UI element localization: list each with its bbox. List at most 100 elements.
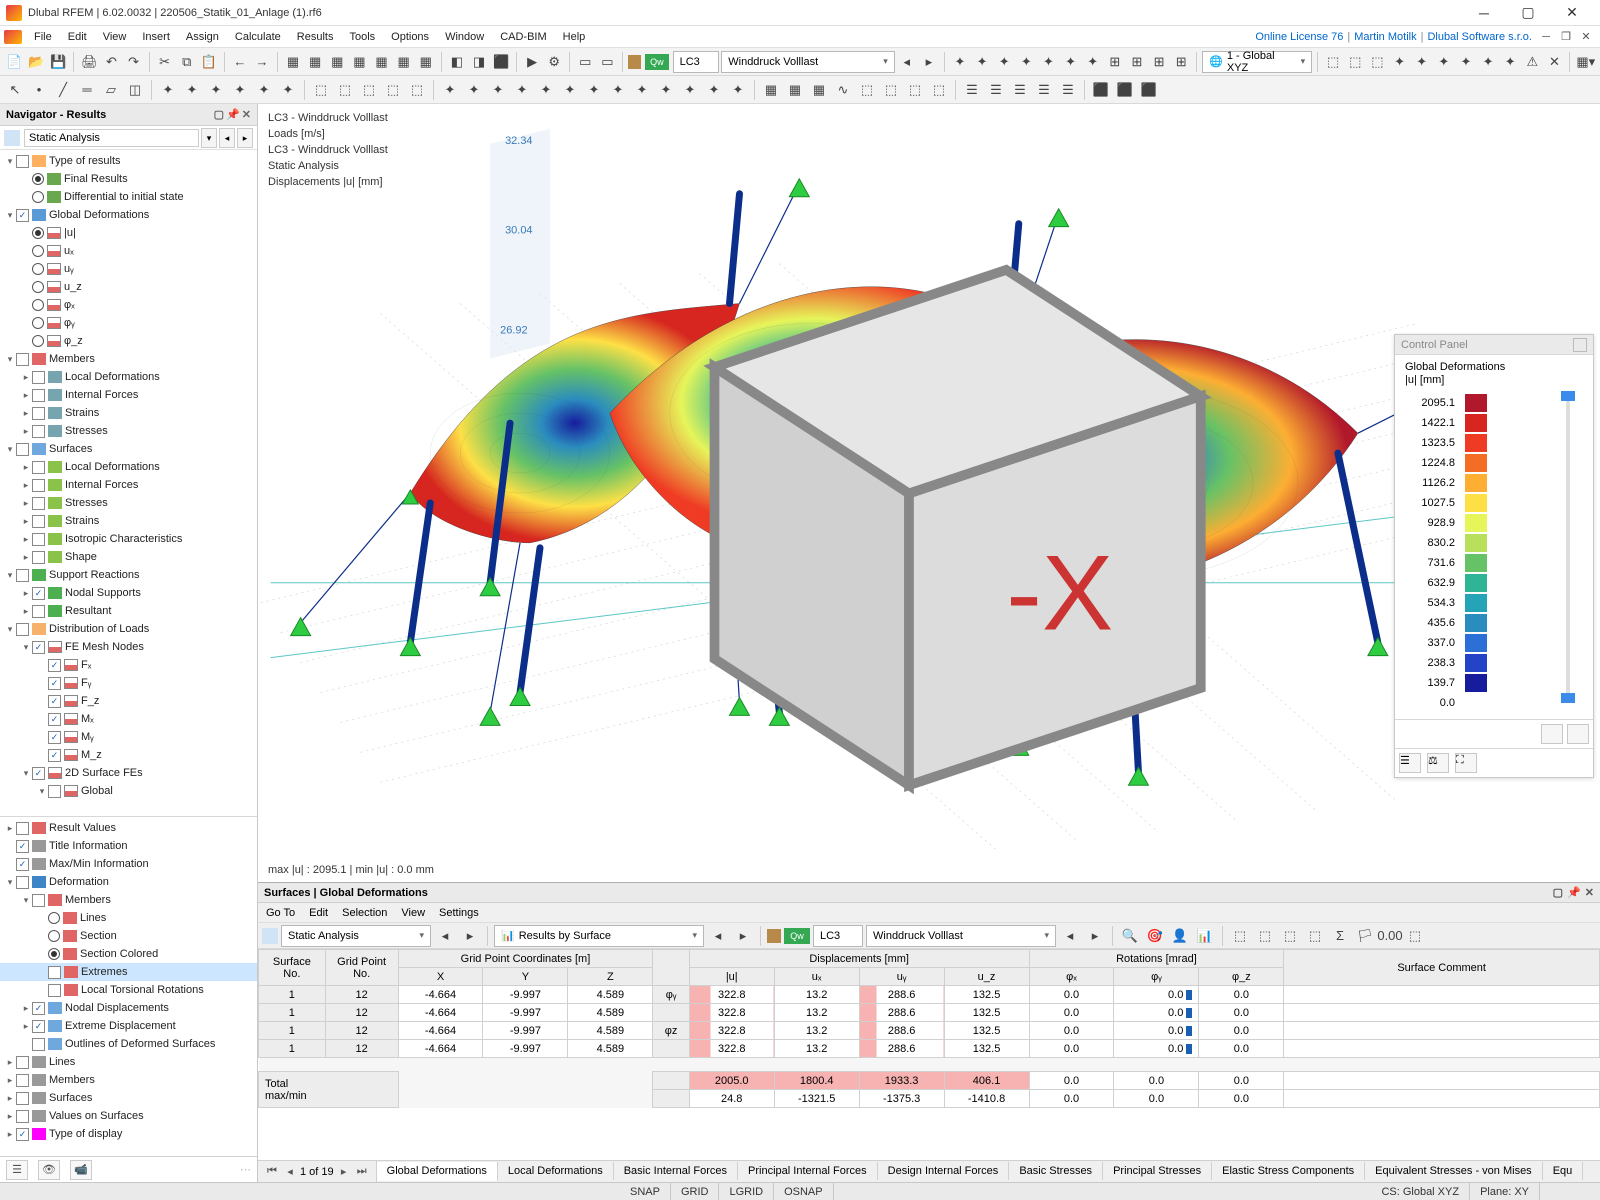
results-next3[interactable]: ▸: [1084, 925, 1106, 947]
tree-node[interactable]: ▸Type of display: [0, 1125, 257, 1143]
tool-k[interactable]: ✕: [1544, 51, 1564, 73]
tree-node[interactable]: Lines: [0, 909, 257, 927]
menu-calculate[interactable]: Calculate: [227, 28, 289, 46]
results-prev2[interactable]: ◂: [707, 925, 729, 947]
t2-af[interactable]: ⬚: [928, 79, 950, 101]
results-tab[interactable]: Principal Stresses: [1103, 1162, 1212, 1180]
tree-node[interactable]: ▸Lines: [0, 1053, 257, 1071]
tree-node[interactable]: ▾Surfaces: [0, 440, 257, 458]
nav-footer-eye-icon[interactable]: 👁: [38, 1160, 60, 1180]
tree-node[interactable]: Differential to initial state: [0, 188, 257, 206]
t2-o[interactable]: ✦: [511, 79, 533, 101]
t2-ah[interactable]: ☰: [985, 79, 1007, 101]
navigator-tree-top[interactable]: ▾Type of resultsFinal ResultsDifferentia…: [0, 150, 257, 816]
t2-b[interactable]: ✦: [181, 79, 203, 101]
status-cs[interactable]: CS: Global XYZ: [1371, 1183, 1470, 1200]
results-next2[interactable]: ▸: [732, 925, 754, 947]
tool-h[interactable]: ✦: [1478, 51, 1498, 73]
rt-j[interactable]: 🏳: [1354, 925, 1376, 947]
lc-next-button[interactable]: ▸: [919, 51, 939, 73]
tree-node[interactable]: ▸Internal Forces: [0, 386, 257, 404]
t2-al[interactable]: ⬛: [1090, 79, 1112, 101]
results-lc-code[interactable]: LC3: [813, 925, 863, 947]
rt-h[interactable]: ⬚: [1304, 925, 1326, 947]
tree-node[interactable]: ▸Stresses: [0, 494, 257, 512]
tree-node[interactable]: Final Results: [0, 170, 257, 188]
loadcase-name-dropdown[interactable]: Winddruck Volllast▾: [721, 51, 894, 73]
results-close-icon[interactable]: ✕: [1585, 886, 1594, 899]
tree-node[interactable]: Fᵧ: [0, 674, 257, 692]
navigator-tree-bottom[interactable]: ▸Result ValuesTitle InformationMax/Min I…: [0, 816, 257, 1156]
t2-an[interactable]: ⬛: [1138, 79, 1160, 101]
misc-button-g[interactable]: ✦: [1083, 51, 1103, 73]
tree-node[interactable]: ▾FE Mesh Nodes: [0, 638, 257, 656]
rt-l[interactable]: ⬚: [1404, 925, 1426, 947]
tool-b[interactable]: ⬚: [1345, 51, 1365, 73]
results-by-dropdown[interactable]: 📊Results by Surface▾: [494, 925, 704, 947]
tree-node[interactable]: ▸Values on Surfaces: [0, 1107, 257, 1125]
status-lgrid[interactable]: LGRID: [719, 1183, 774, 1200]
view4-button[interactable]: ▦: [349, 51, 369, 73]
menu-cad-bim[interactable]: CAD-BIM: [492, 28, 554, 46]
results-menu-edit[interactable]: Edit: [309, 907, 328, 919]
tree-node[interactable]: ▾2D Surface FEs: [0, 764, 257, 782]
cp-btn-c[interactable]: ☰: [1399, 753, 1421, 773]
t2-v[interactable]: ✦: [679, 79, 701, 101]
node-tool[interactable]: •: [28, 79, 50, 101]
results-tab[interactable]: Equ: [1543, 1162, 1584, 1180]
misc-button-a[interactable]: ✦: [950, 51, 970, 73]
rt-f[interactable]: ⬚: [1254, 925, 1276, 947]
t2-e[interactable]: ✦: [253, 79, 275, 101]
navigator-analysis-combo[interactable]: Static Analysis ▾ ◂ ▸: [0, 126, 257, 150]
tree-node[interactable]: uₓ: [0, 242, 257, 260]
cut-button[interactable]: ✂: [155, 51, 175, 73]
page-last[interactable]: ⏭: [354, 1165, 370, 1178]
legend-slider[interactable]: [1553, 393, 1583, 713]
results-hide-icon[interactable]: ▢: [1553, 886, 1563, 899]
results-lc-name[interactable]: Winddruck Volllast▾: [866, 925, 1056, 947]
hl2-button[interactable]: ▭: [597, 51, 617, 73]
results-tab[interactable]: Principal Internal Forces: [738, 1162, 878, 1180]
rt-a[interactable]: 🔍: [1119, 925, 1141, 947]
t2-ae[interactable]: ⬚: [904, 79, 926, 101]
t2-i[interactable]: ⬚: [358, 79, 380, 101]
tree-node[interactable]: ▸Internal Forces: [0, 476, 257, 494]
tool-j[interactable]: ⚠: [1522, 51, 1542, 73]
t2-am[interactable]: ⬛: [1114, 79, 1136, 101]
tree-node[interactable]: ▸Extreme Displacement: [0, 1017, 257, 1035]
view1-button[interactable]: ▦: [283, 51, 303, 73]
tree-node[interactable]: φ_z: [0, 332, 257, 350]
view7-button[interactable]: ▦: [416, 51, 436, 73]
redo-button[interactable]: ↷: [124, 51, 144, 73]
menu-help[interactable]: Help: [555, 28, 594, 46]
surface-tool[interactable]: ▱: [100, 79, 122, 101]
rt-g[interactable]: ⬚: [1279, 925, 1301, 947]
lc-prev-button[interactable]: ◂: [897, 51, 917, 73]
tree-node[interactable]: Fₓ: [0, 656, 257, 674]
tool-more[interactable]: ▦▾: [1575, 51, 1596, 73]
render1-button[interactable]: ◧: [447, 51, 467, 73]
t2-ab[interactable]: ∿: [832, 79, 854, 101]
t2-t[interactable]: ✦: [631, 79, 653, 101]
tree-node[interactable]: ▾Global Deformations: [0, 206, 257, 224]
t2-h[interactable]: ⬚: [334, 79, 356, 101]
tree-node[interactable]: Mₓ: [0, 710, 257, 728]
tree-node[interactable]: ▸Strains: [0, 404, 257, 422]
t2-d[interactable]: ✦: [229, 79, 251, 101]
misc-button-c[interactable]: ✦: [994, 51, 1014, 73]
tree-node[interactable]: ▸Result Values: [0, 819, 257, 837]
misc-button-b[interactable]: ✦: [972, 51, 992, 73]
t2-m[interactable]: ✦: [463, 79, 485, 101]
t2-j[interactable]: ⬚: [382, 79, 404, 101]
results-tab[interactable]: Equivalent Stresses - von Mises: [1365, 1162, 1543, 1180]
t2-aa[interactable]: ▦: [808, 79, 830, 101]
calc2-button[interactable]: ⚙: [544, 51, 564, 73]
t2-ac[interactable]: ⬚: [856, 79, 878, 101]
nav-footer-data-icon[interactable]: ☰: [6, 1160, 28, 1180]
misc-button-h[interactable]: ⊞: [1105, 51, 1125, 73]
t2-a[interactable]: ✦: [157, 79, 179, 101]
print-button[interactable]: 🖨: [79, 51, 99, 73]
menu-results[interactable]: Results: [289, 28, 342, 46]
tree-node[interactable]: ▸Surfaces: [0, 1089, 257, 1107]
results-menu-selection[interactable]: Selection: [342, 907, 387, 919]
